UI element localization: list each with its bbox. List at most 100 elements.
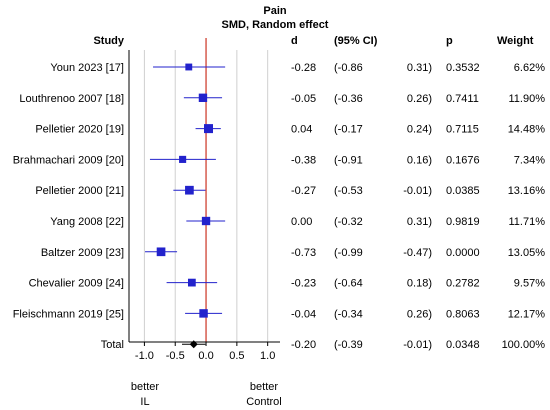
p-value: 0.7411 [446,93,479,105]
x-axis: -1.0 -0.5 0.0 0.5 1.0 [129,341,280,362]
study-name: Youn 2023 [17] [50,62,124,74]
favours-right-line2: Control [246,396,281,408]
p-value: 0.7115 [446,124,479,136]
plot-area [128,38,269,342]
favours-left-line2: IL [140,396,149,408]
p-value: 0.1676 [446,154,480,166]
effect-marker [179,155,187,163]
ci-lower: (-0.17 [334,124,363,136]
ci-lower: (-0.32 [334,216,363,228]
effect-marker [201,216,211,226]
weight: 12.17% [508,308,546,320]
study-name: Baltzer 2009 [23] [41,247,124,259]
ci-lower: (-0.99 [334,247,363,259]
study-row: Baltzer 2009 [23] -0.73 (-0.99 -0.47) 0.0000… [41,247,545,259]
ci-upper: 0.16) [407,154,432,166]
effect-size: 0.04 [291,124,312,136]
header-study: Study [93,35,124,47]
ci-upper: 0.26) [407,93,432,105]
ci-upper: -0.47) [403,247,432,259]
ci-upper: 0.26) [407,308,432,320]
effect-marker [198,93,208,102]
header-ci: (95% CI) [334,35,378,47]
study-name: Brahmachari 2009 [20] [13,154,124,166]
chart-title: Pain [263,5,287,17]
p-value: 0.8063 [446,308,480,320]
ci-upper: 0.31) [407,62,432,74]
x-tick-label: 0.5 [229,350,244,362]
ci-lower: (-0.64 [334,278,363,290]
effect-marker [185,63,193,71]
effect-marker [156,247,166,257]
study-name: Chevalier 2009 [24] [29,278,124,290]
weight: 13.05% [508,247,546,259]
total-ci-upper: -0.01) [403,339,432,351]
weight: 13.16% [508,185,546,197]
p-value: 0.0000 [446,247,480,259]
effect-marker [204,124,214,134]
x-tick-label: -0.5 [166,350,185,362]
weight: 6.62% [514,62,545,74]
study-row: Brahmachari 2009 [20] -0.38 (-0.91 0.16) 0.1… [13,154,546,166]
study-name: Yang 2008 [22] [50,216,124,228]
ci-lower: (-0.91 [334,154,363,166]
p-value: 0.9819 [446,216,480,228]
effect-size: -0.28 [291,62,316,74]
p-value: 0.3532 [446,62,480,74]
total-label: Total [101,339,124,351]
total-diamond [189,340,198,349]
study-row: Pelletier 2000 [21] -0.27 (-0.53 -0.01) 0.03… [35,185,545,197]
effect-size: -0.04 [291,308,316,320]
study-row: Yang 2008 [22] 0.00 (-0.32 0.31) 0.9819 11.71… [50,216,545,228]
favours-left-line1: better [131,381,159,393]
chart-subtitle: SMD, Random effect [222,19,329,31]
x-tick-label: 1.0 [260,350,275,362]
weight: 7.34% [514,154,545,166]
header-weight: Weight [497,35,534,47]
weight: 11.71% [509,216,546,228]
ci-lower: (-0.36 [334,93,363,105]
x-tick-label: -1.0 [135,350,154,362]
ci-upper: -0.01) [403,185,432,197]
study-name: Pelletier 2020 [19] [35,124,124,136]
p-value: 0.0385 [446,185,480,197]
study-name: Pelletier 2000 [21] [35,185,124,197]
weight: 14.48% [508,124,546,136]
header-p: p [446,35,453,47]
effect-size: 0.00 [291,216,312,228]
study-row: Pelletier 2020 [19] 0.04 (-0.17 0.24) 0.7115… [35,124,545,136]
study-row: Fleischmann 2019 [25] -0.04 (-0.34 0.26) 0.8… [13,308,546,320]
ci-lower: (-0.34 [334,308,363,320]
study-row: Louthrenoo 2007 [18] -0.05 (-0.36 0.26) 0.74… [19,93,545,105]
total-row: Total -0.20 (-0.39 -0.01) 0.0348 100.00% [101,339,545,351]
study-rows: Youn 2023 [17] -0.28 (-0.86 0.31) 0.3532 6.62… [13,62,546,351]
favours-right-line1: better [250,381,278,393]
ci-upper: 0.18) [407,278,432,290]
ci-upper: 0.31) [407,216,432,228]
study-row: Youn 2023 [17] -0.28 (-0.86 0.31) 0.3532 6.62… [50,62,545,74]
weight: 9.57% [514,278,545,290]
weight: 11.90% [509,93,546,105]
total-effect-size: -0.20 [291,339,316,351]
x-tick-label: 0.0 [198,350,213,362]
effect-marker [185,185,194,195]
total-weight: 100.00% [502,339,546,351]
p-value: 0.2782 [446,278,480,290]
effect-size: -0.73 [291,247,316,259]
effect-size: -0.05 [291,93,316,105]
effect-size: -0.23 [291,278,316,290]
effect-marker [199,309,208,318]
study-row: Chevalier 2009 [24] -0.23 (-0.64 0.18) 0.278… [29,278,546,290]
ci-upper: 0.24) [407,124,432,136]
study-name: Louthrenoo 2007 [18] [19,93,124,105]
effect-marker [187,278,196,287]
study-name: Fleischmann 2019 [25] [13,308,124,320]
total-ci-lower: (-0.39 [334,339,363,351]
header-d: d [291,35,298,47]
effect-size: -0.38 [291,154,316,166]
total-p-value: 0.0348 [446,339,480,351]
effect-size: -0.27 [291,185,316,197]
ci-lower: (-0.53 [334,185,363,197]
ci-lower: (-0.86 [334,62,363,74]
